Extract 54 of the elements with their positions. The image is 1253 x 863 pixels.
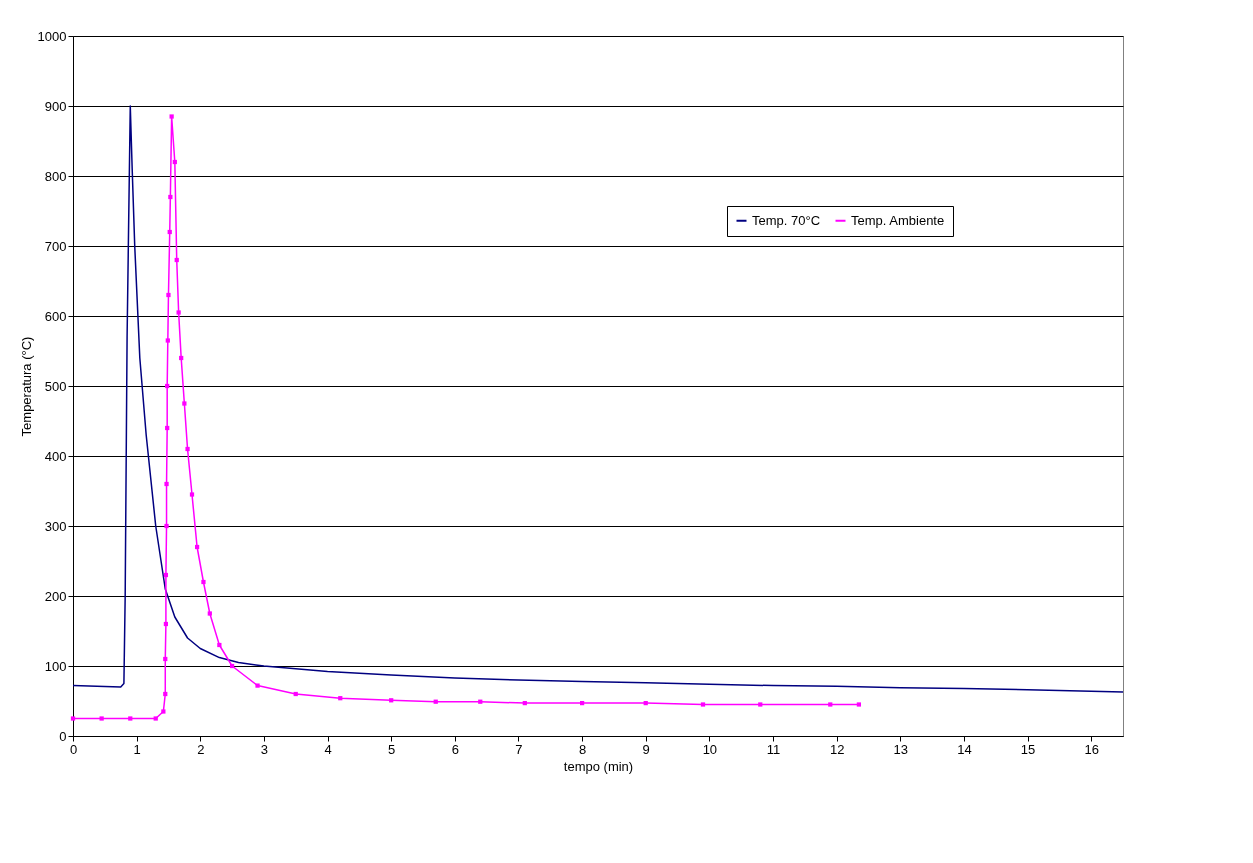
x-tick-label: 6: [451, 741, 459, 757]
x-tick-label: 9: [642, 741, 650, 757]
point: [255, 683, 260, 688]
x-tick-label: 8: [578, 741, 587, 757]
point: [161, 709, 166, 714]
point: [166, 292, 171, 298]
y-tick-label: 1000: [37, 28, 67, 44]
point: [856, 702, 862, 707]
y-tick-label: 300: [44, 518, 67, 534]
point: [185, 446, 190, 452]
y-tick-label: 500: [44, 378, 67, 394]
legend-label: Temp. Ambiente: [851, 212, 945, 228]
point: [207, 611, 212, 616]
x-tick-label: 0: [69, 741, 78, 757]
y-tick-label: 400: [44, 448, 67, 464]
point: [165, 338, 170, 343]
line-series: [72, 105, 1124, 693]
point: [201, 579, 206, 585]
x-tick-label: 13: [893, 741, 909, 757]
legend-label: Temp. 70°C: [752, 212, 821, 228]
y-tick-label: 100: [44, 658, 67, 674]
point: [182, 401, 187, 406]
x-tick-label: 4: [324, 741, 332, 757]
point: [758, 702, 763, 707]
x-tick-label: 11: [766, 741, 781, 757]
x-tick-label: 10: [702, 741, 718, 757]
x-tick-label: 12: [829, 741, 845, 757]
point: [189, 492, 195, 497]
point: [176, 310, 181, 315]
point: [153, 716, 158, 721]
point: [128, 716, 133, 721]
point: [99, 716, 104, 721]
y-axis-title: Temperatura (°C): [18, 336, 34, 437]
y-tick-label: 0: [59, 728, 67, 744]
y-tick-label: 700: [44, 238, 67, 254]
x-tick-label: 14: [957, 741, 972, 757]
x-tick-label: 2: [197, 741, 205, 757]
x-axis-title: tempo (min): [563, 758, 634, 774]
x-tick-label: 15: [1020, 741, 1036, 757]
y-tick-label: 800: [44, 168, 67, 184]
x-tick-label: 3: [260, 741, 269, 757]
x-tick-label: 5: [388, 741, 396, 757]
point: [828, 702, 833, 707]
point: [164, 481, 169, 487]
point: [700, 702, 706, 707]
y-tick-label: 200: [44, 588, 67, 604]
y-tick-label: 900: [44, 98, 67, 114]
x-tick-label: 16: [1084, 741, 1099, 757]
y-tick-label: 600: [44, 308, 67, 324]
point: [164, 523, 169, 529]
x-tick-label: 7: [515, 741, 523, 757]
x-tick-label: 1: [133, 741, 141, 757]
point: [169, 114, 174, 119]
point: [70, 716, 76, 721]
